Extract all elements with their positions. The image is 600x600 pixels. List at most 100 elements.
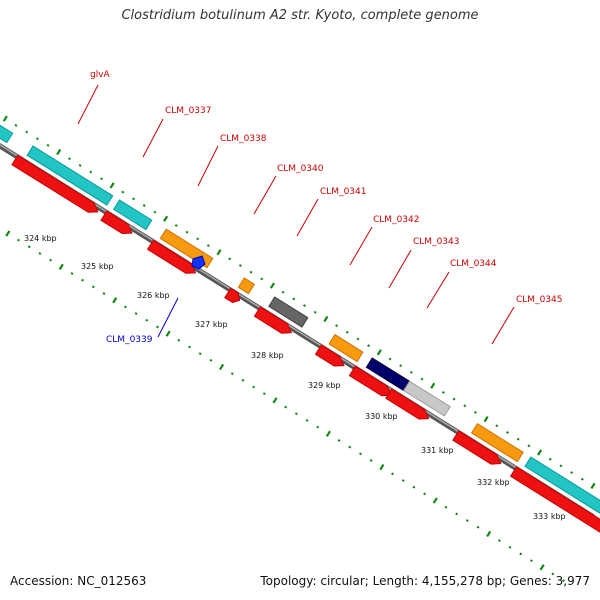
outer-ring-tick	[163, 215, 169, 222]
outer-ring-tick	[463, 404, 467, 408]
inner-ring-tick	[165, 330, 171, 337]
inner-ring-tick	[539, 564, 545, 571]
outer-ring-tick	[260, 277, 264, 281]
kbp-tick-label: 332 kbp	[477, 478, 510, 487]
inner-ring-tick	[70, 272, 74, 275]
outer-ring-tick	[89, 170, 93, 174]
accession-text: Accession: NC_012563	[10, 574, 147, 588]
inner-ring-tick	[476, 525, 480, 529]
outer-ring-tick	[100, 177, 103, 181]
inner-ring-tick	[562, 579, 565, 583]
outer-ring-tick	[356, 337, 360, 341]
inner-ring-tick	[508, 545, 512, 549]
inner-ring-tick	[272, 397, 278, 404]
outer-ring-tick	[441, 390, 445, 394]
outer-ring-tick	[590, 482, 596, 490]
gene-CLM_0337	[113, 199, 153, 231]
gene-glvA	[26, 145, 114, 206]
gene-label-CLM_0342: CLM_0342	[373, 215, 419, 225]
outer-ring-tick	[206, 244, 210, 247]
outer-ring-tick	[46, 143, 50, 147]
gene-next	[524, 456, 600, 514]
outer-ring-tick	[174, 224, 178, 227]
inner-ring-tick	[497, 539, 501, 543]
outer-ring-tick	[196, 237, 200, 241]
gene-CLM_0340	[237, 277, 256, 295]
inner-ring-tick	[241, 378, 245, 382]
inner-ring-tick	[198, 352, 202, 356]
cds-CLM_0345	[452, 430, 502, 465]
inner-ring-tick	[379, 464, 385, 471]
outer-ring-tick	[452, 397, 456, 401]
gene-label-leader	[142, 118, 164, 158]
inner-ring-tick	[145, 318, 149, 322]
outer-ring-tick	[495, 424, 499, 428]
outer-ring-tick	[25, 130, 29, 134]
cds-glvA	[11, 154, 99, 213]
gene-label-leader	[388, 249, 412, 289]
gene-label-leader	[349, 226, 373, 266]
outer-ring-tick	[388, 357, 392, 361]
inner-ring-tick	[5, 230, 11, 237]
outer-ring-tick	[216, 249, 222, 256]
inner-ring-tick	[284, 405, 288, 409]
gene-CLM_0344	[403, 380, 451, 417]
outer-ring-tick	[35, 137, 39, 141]
cds-CLM_0342	[314, 344, 345, 367]
inner-ring-tick	[444, 505, 448, 509]
gene-label-CLM_0345: CLM_0345	[516, 295, 562, 305]
outer-ring-tick	[109, 182, 115, 189]
outer-ring-tick	[399, 364, 403, 368]
gene-label-glvA: glvA	[90, 70, 111, 80]
outer-ring-tick	[228, 257, 232, 261]
kbp-tick-label: 333 kbp	[533, 512, 566, 521]
kbp-tick-label: 326 kbp	[137, 291, 170, 300]
inner-ring-tick	[519, 552, 523, 556]
outer-ring-tick	[56, 148, 62, 156]
outer-ring-tick	[345, 330, 349, 334]
cds-CLM_0341	[253, 306, 293, 334]
inner-ring-tick	[359, 452, 362, 456]
inner-ring-tick	[294, 412, 298, 416]
outer-ring-tick	[2, 115, 8, 122]
kbp-tick-label: 328 kbp	[251, 351, 284, 360]
gene-CLM_0339	[191, 255, 206, 270]
inner-ring-tick	[177, 338, 181, 342]
inner-ring-tick	[486, 530, 492, 538]
gene-label-CLM_0344: CLM_0344	[450, 259, 497, 269]
kbp-tick-label: 327 kbp	[195, 320, 228, 329]
outer-ring-tick	[67, 157, 71, 161]
gene-CLM_0342	[328, 333, 364, 363]
cds-CLM_0340	[224, 287, 241, 304]
outer-ring-tick	[420, 377, 424, 381]
cds-CLM_0338	[146, 239, 197, 274]
outer-ring-tick	[516, 437, 520, 441]
inner-ring-tick	[369, 459, 373, 462]
gene-CLM_0341	[268, 296, 309, 328]
inner-ring-tick	[305, 418, 309, 422]
outer-ring-tick	[430, 382, 436, 389]
inner-ring-tick	[252, 385, 256, 389]
inner-ring-tick	[391, 472, 394, 476]
cds-next	[509, 466, 600, 533]
outer-ring-tick	[376, 349, 382, 356]
outer-ring-tick	[121, 190, 125, 194]
outer-ring-tick	[292, 297, 296, 301]
inner-ring-tick	[316, 425, 320, 429]
inner-ring-tick	[27, 245, 31, 249]
inner-ring-tick	[432, 497, 438, 504]
inner-ring-tick	[112, 297, 118, 304]
cds-CLM_0343	[348, 365, 393, 397]
inner-ring-tick	[348, 445, 352, 449]
outer-ring-tick	[473, 411, 477, 414]
inner-ring-tick	[401, 479, 405, 482]
map-title: Clostridium botulinum A2 str. Kyoto, com…	[121, 8, 479, 23]
outer-ring-tick	[537, 449, 543, 456]
inner-ring-tick	[465, 519, 469, 522]
genome-summary-text: Topology: circular; Length: 4,155,278 bp…	[260, 574, 590, 588]
gene-label-CLM_0343: CLM_0343	[413, 237, 459, 247]
outer-ring-tick	[249, 270, 253, 274]
kbp-tick-label: 325 kbp	[81, 262, 114, 271]
gene-glvA-prev	[0, 124, 14, 144]
outer-ring-tick	[132, 197, 135, 201]
